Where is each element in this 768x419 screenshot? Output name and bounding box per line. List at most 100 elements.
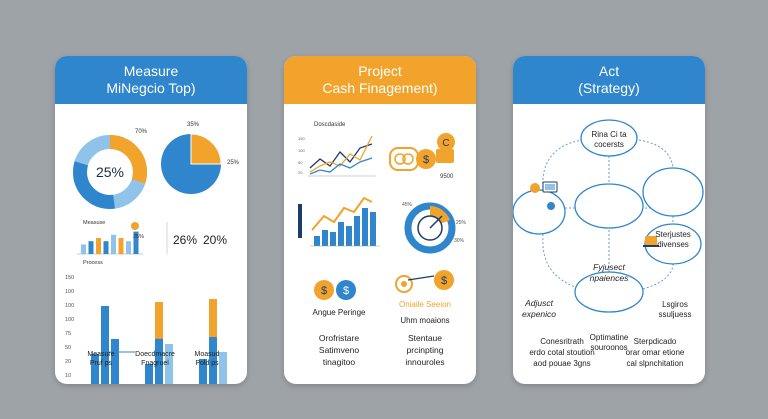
grouped-bar [91, 354, 99, 384]
money-bag-icon [389, 147, 419, 171]
grouped-bar-y-tick: 150 [65, 275, 74, 281]
grouped-bars [91, 299, 227, 384]
measure-card: Measure MiNegcio Top) 25% 70% 35% 25% Me… [55, 56, 247, 384]
grouped-bar-y-tick: 100 [65, 303, 74, 309]
target-icon [395, 275, 413, 293]
grouped-bar-y-tick: 10 [65, 373, 71, 379]
project-graphics: Doscdaside 150 100 50 20 C $ 9500 [298, 122, 467, 300]
stat-2: 20% [203, 233, 227, 247]
grouped-bar [199, 359, 207, 384]
grouped-bar [101, 306, 109, 384]
cycle-connectors [542, 139, 674, 291]
measure-card-body: 25% 70% 35% 25% Measuse Process 25% [55, 104, 247, 384]
grouped-bar-y-tick: 20 [65, 359, 71, 365]
node-right-label: Sterjustes divenses [655, 230, 691, 249]
svg-text:50: 50 [298, 160, 303, 165]
target-donut: 45% 25% 30% [402, 202, 467, 254]
grouped-bar [219, 352, 227, 384]
node-right [642, 167, 704, 217]
icon-label-left: Angue Peringe [312, 308, 366, 317]
bag-icon-2 [434, 270, 454, 290]
node-bottom-label: Optimatine souroonos [589, 333, 629, 352]
project-card-body: Doscdaside 150 100 50 20 C $ 9500 [284, 104, 476, 384]
svg-text:100: 100 [298, 148, 305, 153]
cash-icon-group: C $ 9500 [389, 133, 455, 180]
mini-bar [103, 241, 109, 254]
grouped-bar-y-tick: 100 [65, 289, 74, 295]
line-chart: Doscdaside 150 100 50 20 [298, 122, 376, 177]
donut-chart: 25% [73, 135, 147, 209]
donut-orange-arc [73, 135, 147, 209]
grouped-bar-y-ticks: 150 100 100 100 75 50 20 10 [65, 275, 74, 379]
mini-bar [133, 231, 139, 254]
svg-text:C: C [442, 138, 449, 149]
user-icon [547, 202, 555, 210]
node-left [513, 189, 566, 235]
grouped-bar-lower [155, 338, 163, 384]
mini-bar-chart: Measuse Process 25% [77, 220, 144, 266]
group-label-2: Doecdmacre Fnagruel [135, 351, 175, 367]
pie-label-1: 70% [135, 129, 148, 135]
group-label-1: Measure Pruf ps [87, 351, 115, 367]
svg-text:25%: 25% [456, 220, 467, 226]
act-bottom-right-text: Sterpdicado orar omar etione cal slpnchi… [625, 337, 685, 368]
grouped-bar [145, 364, 153, 384]
mini-bar [111, 234, 116, 254]
bag-icon-1 [314, 280, 334, 300]
donut-blue-arc [73, 135, 147, 209]
mini-bar [118, 238, 124, 254]
node-center [574, 183, 644, 229]
node-right-low-label: Lsgiros ssuljuess [658, 300, 692, 319]
measure-card-title: Measure [123, 63, 179, 79]
project-card-subtitle: Cash Finagement) [322, 80, 438, 96]
node-left-label: Adjusct expenico [521, 298, 557, 319]
svg-text:30%: 30% [454, 238, 465, 244]
mini-bar-pct: 25% [133, 234, 144, 240]
svg-text:45%: 45% [402, 202, 413, 208]
cash-stack-icon [436, 149, 454, 163]
line-chart-ticks: 150 100 50 20 [298, 136, 305, 175]
measure-card-subtitle: MiNegcio Top) [106, 80, 196, 96]
node-bottom [574, 271, 644, 313]
mini-bar [88, 241, 94, 254]
svg-text:$: $ [343, 285, 349, 297]
laptop-icon [643, 236, 659, 247]
measure-charts: 25% 70% 35% 25% Measuse Process 25% [65, 122, 240, 384]
measure-card-header: Measure MiNegcio Top) [55, 56, 247, 104]
growth-axis-label [298, 204, 302, 238]
node-top-label: Rina Ci ta cocersts [591, 130, 627, 149]
line-series-navy [309, 143, 373, 169]
project-card: Project Cash Finagement) Doscdaside 150 1… [284, 56, 476, 384]
grouped-bar [111, 339, 119, 384]
stat-1: 26% [173, 233, 197, 247]
svg-text:$: $ [441, 275, 447, 287]
line-series-blue [309, 157, 373, 175]
mini-bar-title: Measuse [83, 220, 105, 226]
mini-bar-footer: Process [83, 260, 103, 266]
icon-label-right-1: Oniaile Seeion [398, 300, 452, 309]
bottom-left-text: Orofristare Satimveno tinagitoo [318, 333, 360, 367]
act-card-body: Rina Ci ta cocersts Sterjustes divenses … [513, 104, 705, 384]
coin-icon-2 [336, 280, 356, 300]
icon-label-right-2: Uhm moaions [400, 316, 450, 325]
mini-bar-coin [131, 222, 139, 230]
line-series-orange [309, 135, 373, 173]
grouped-bar-chart: 150 100 100 100 75 50 20 10 [65, 275, 227, 384]
act-card: Act (Strategy) [513, 56, 705, 384]
svg-text:20: 20 [298, 170, 303, 175]
svg-text:150: 150 [298, 136, 305, 141]
lightbulb-icon [530, 181, 558, 193]
dollar-coin-icon [416, 149, 436, 169]
act-card-header: Act (Strategy) [513, 56, 705, 104]
pie-orange-slice [190, 133, 222, 165]
cash-amount: 9500 [440, 174, 454, 180]
act-card-subtitle: (Strategy) [578, 80, 640, 96]
mini-bar [81, 244, 86, 254]
node-top [580, 119, 638, 157]
mini-bar [96, 238, 101, 254]
project-card-title: Project [358, 63, 402, 79]
coin-icon [437, 133, 455, 151]
act-card-title: Act [598, 63, 620, 79]
line-chart-title: Doscdaside [314, 122, 346, 128]
group-label-3: Moasud Pold ps [194, 351, 220, 367]
